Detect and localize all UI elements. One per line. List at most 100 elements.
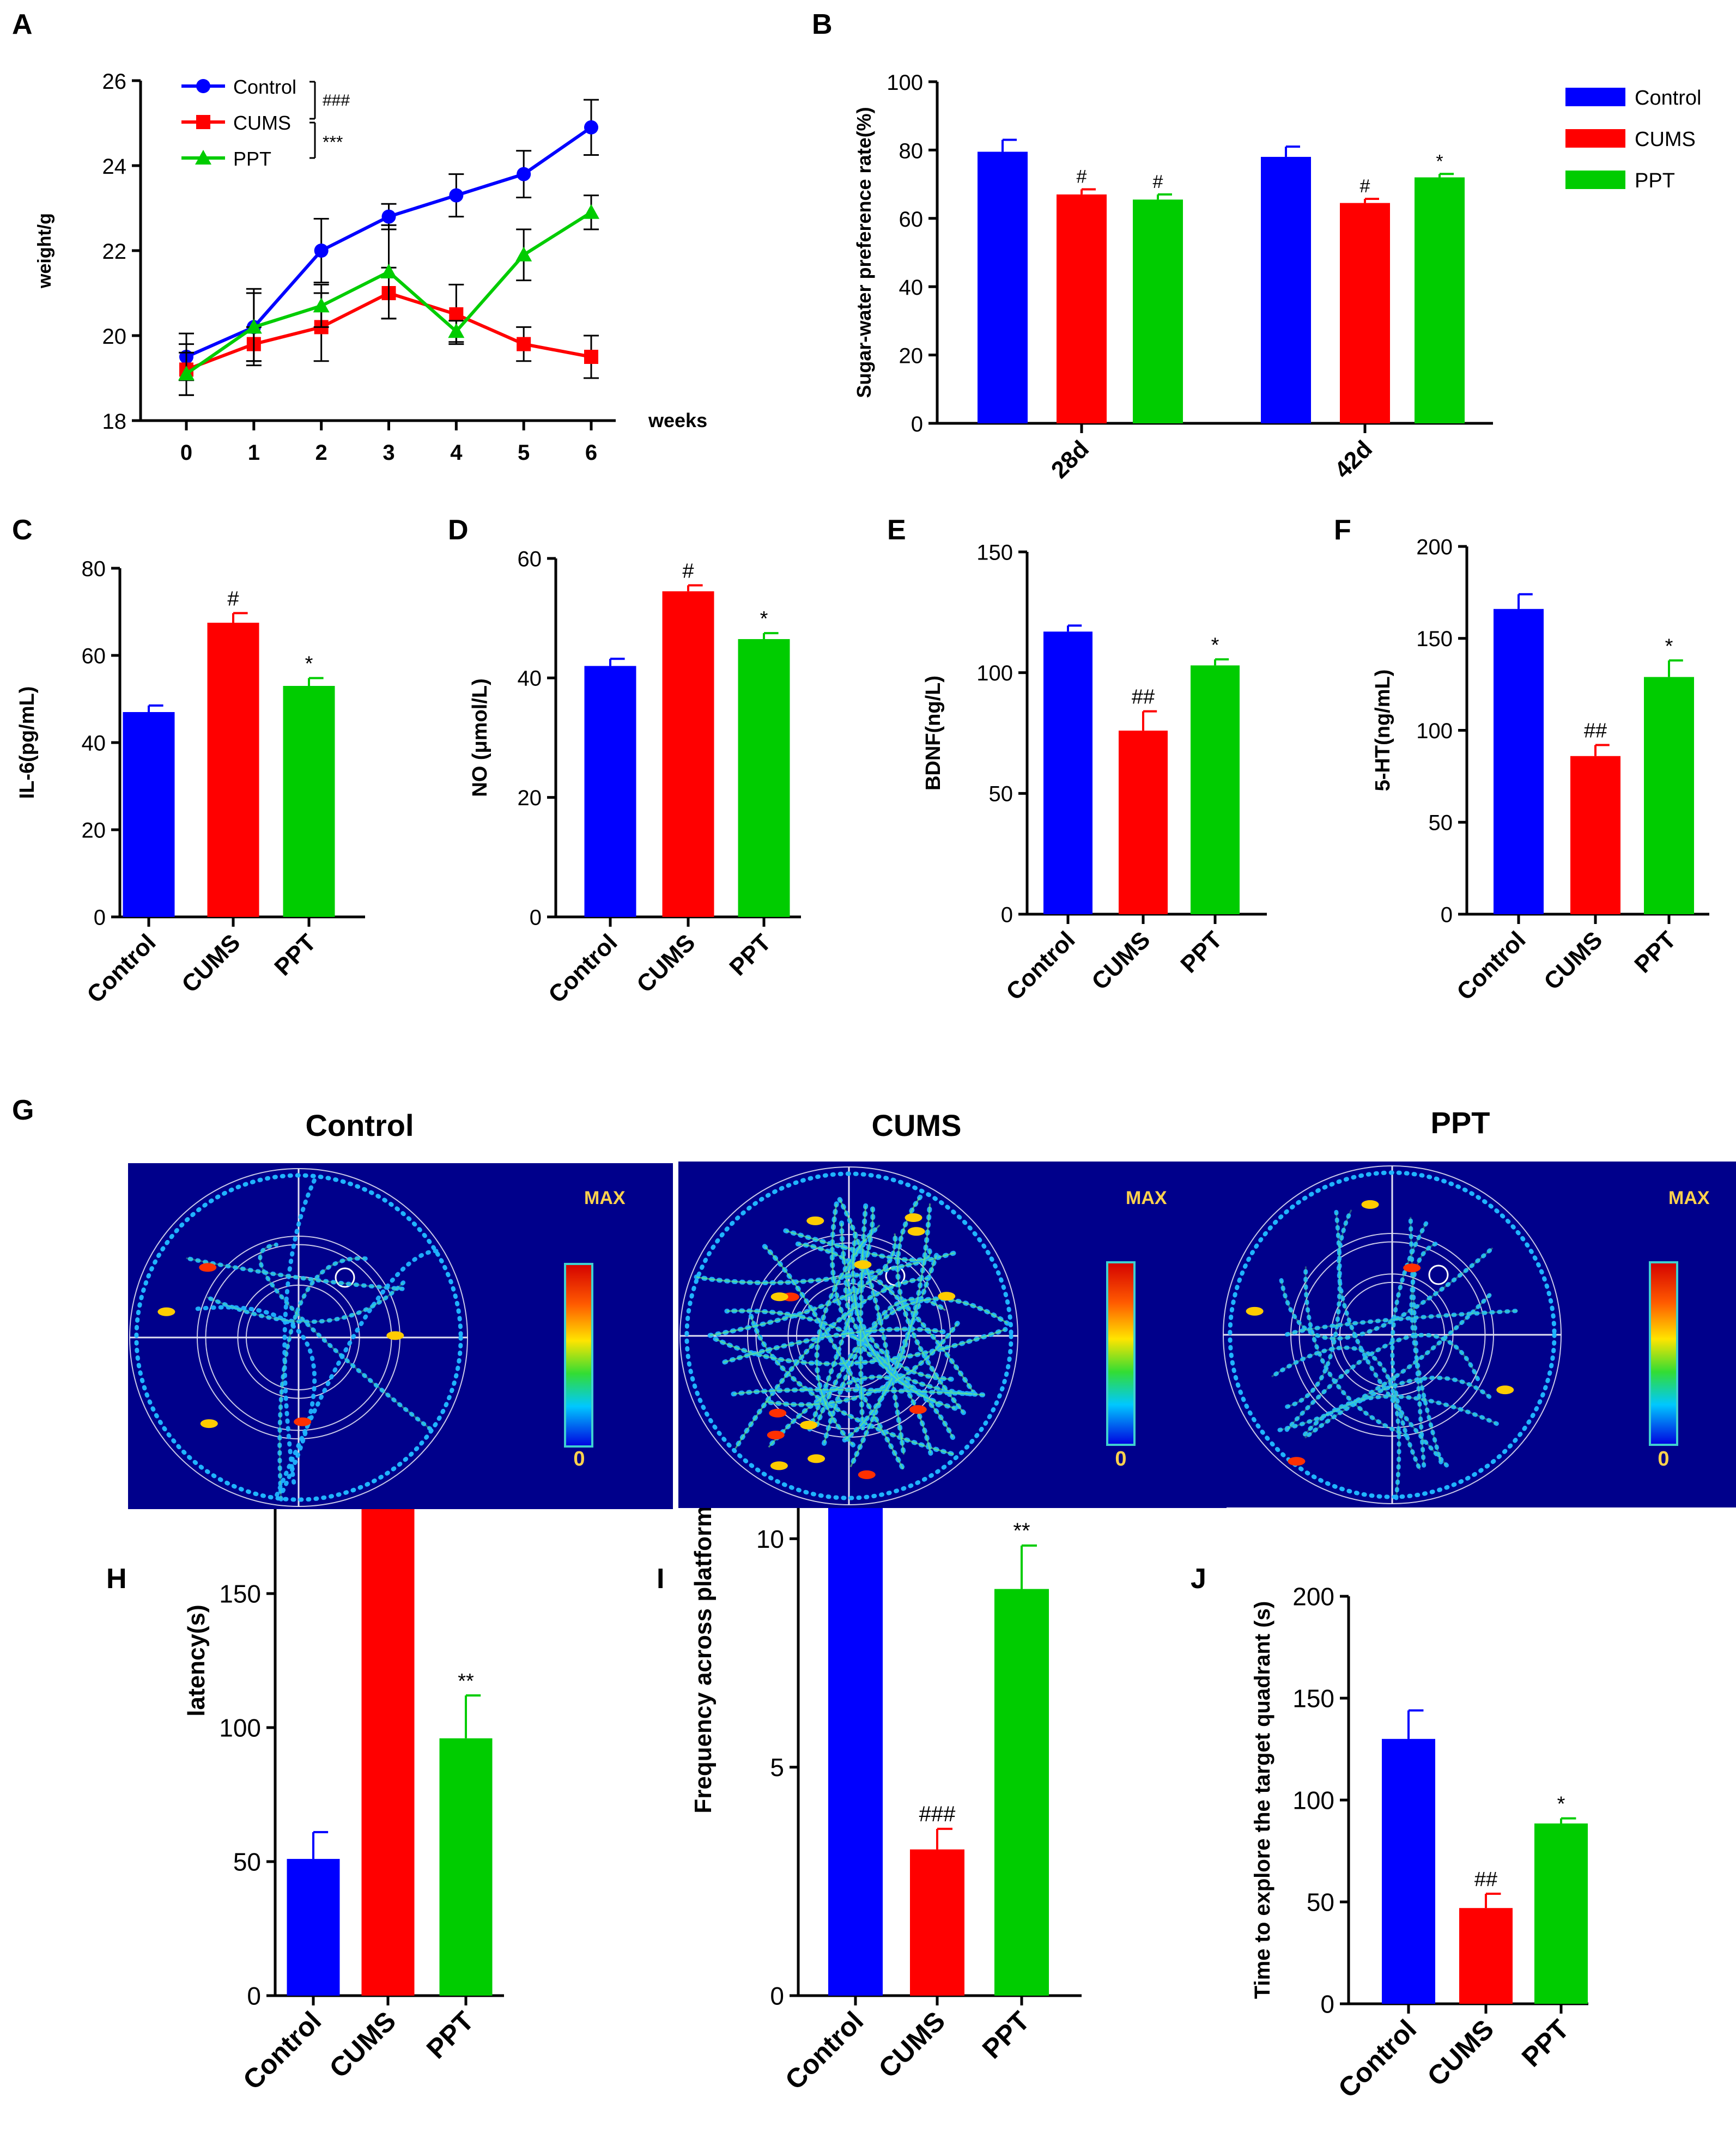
color-scale-bar (1107, 1262, 1134, 1445)
significance-mark: * (760, 607, 768, 630)
x-tick-label: CUMS (873, 2005, 951, 2084)
y-tick-label: 50 (233, 1848, 261, 1876)
y-tick-label: 0 (911, 412, 923, 436)
y-tick-label: 0 (247, 1982, 261, 2010)
bar-ppt (1644, 677, 1694, 914)
significance-mark: ## (1584, 720, 1607, 743)
data-point-control (314, 244, 329, 258)
hot-spot (294, 1418, 311, 1426)
hot-spot (909, 1405, 927, 1414)
y-axis-title: 5-HT(ng/mL) (1371, 670, 1394, 792)
significance-mark: *** (323, 132, 343, 152)
x-tick-label: 0 (180, 441, 192, 465)
x-axis-title: weeks (648, 409, 707, 431)
bar-ppt (994, 1589, 1049, 1996)
y-axis-title: latency(s) (183, 1604, 210, 1716)
panel-label-d: D (448, 514, 469, 546)
data-point-control (584, 120, 598, 135)
x-tick-label: PPT (976, 2005, 1035, 2064)
bar-control-28d (978, 152, 1028, 423)
bar-cums (1459, 1908, 1513, 2004)
data-point-ppt (313, 297, 330, 312)
y-tick-label: 50 (1429, 811, 1453, 835)
x-tick-label: PPT (1629, 926, 1681, 978)
sugar-water-bar-chart: 020406080100Sugar-water preference rate(… (853, 71, 1702, 484)
x-tick-label: CUMS (177, 929, 245, 998)
x-tick-label: Control (237, 2005, 327, 2095)
bar-control (585, 666, 636, 917)
bar-cums-42d (1340, 203, 1390, 423)
y-axis-title: weight/g (34, 213, 55, 289)
data-point-control (449, 189, 463, 203)
bar-control (1494, 609, 1544, 914)
heatmap-title-control: Control (305, 1108, 414, 1142)
legend-marker-control (196, 79, 210, 93)
y-tick-label: 0 (1441, 903, 1453, 927)
panel-label-b: B (812, 9, 833, 40)
significance-mark: * (1211, 634, 1219, 656)
bar-control (287, 1859, 340, 1996)
bar-cums (208, 623, 259, 917)
x-tick-label: PPT (724, 929, 776, 981)
panel-label-f: F (1334, 514, 1351, 546)
y-axis-title: Sugar-water preference rate(%) (853, 107, 875, 398)
swim-heatmap-control (128, 1163, 673, 1509)
y-tick-label: 10 (756, 1525, 784, 1553)
hot-spot (1496, 1385, 1514, 1394)
data-point-ppt (583, 204, 599, 219)
bar-ppt (1534, 1823, 1588, 2004)
x-tick-label: Control (543, 929, 622, 1008)
hot-spot (1246, 1307, 1264, 1316)
panel-label-j: J (1191, 1563, 1206, 1595)
bar-ppt-42d (1415, 178, 1465, 423)
panel-label-e: E (887, 514, 906, 546)
x-tick-label: CUMS (1539, 926, 1607, 995)
legend-label-cums: CUMS (233, 112, 291, 134)
hot-spot (908, 1227, 925, 1236)
no-bar-chart: 0204060NO (μmol/L)Control#CUMS*PPT (469, 547, 801, 1008)
y-tick-label: 0 (1320, 1990, 1334, 2019)
y-tick-label: 20 (518, 786, 542, 810)
x-tick-label: CUMS (632, 929, 700, 998)
y-tick-label: 0 (94, 905, 106, 929)
hot-spot (1288, 1457, 1305, 1466)
legend-label-control: Control (1635, 87, 1702, 110)
scale-max-label-control: MAX (584, 1188, 626, 1208)
legend-label-cums: CUMS (1635, 128, 1696, 151)
y-tick-label: 150 (1416, 627, 1453, 651)
scale-max-label-cums: MAX (1126, 1188, 1167, 1208)
hot-spot (806, 1217, 824, 1225)
hot-spot (1403, 1263, 1421, 1272)
significance-mark: ** (1013, 1519, 1030, 1543)
panel-label-h: H (106, 1563, 127, 1595)
significance-mark: ### (919, 1802, 956, 1826)
data-point-cums (449, 307, 463, 321)
x-tick-label: CUMS (324, 2005, 402, 2084)
legend-marker-cums (196, 115, 210, 129)
data-point-ppt (515, 247, 532, 262)
y-tick-label: 80 (899, 139, 924, 163)
heatmap-title-cums: CUMS (872, 1108, 962, 1142)
hot-spot (1362, 1200, 1379, 1209)
x-tick-label: PPT (1516, 2014, 1575, 2072)
hot-spot (808, 1454, 825, 1463)
legend-label-control: Control (233, 76, 296, 98)
x-tick-label: Control (1332, 2014, 1422, 2103)
hot-spot (157, 1308, 175, 1316)
x-tick-label: Control (82, 929, 161, 1008)
significance-mark: ### (323, 92, 350, 110)
y-axis-title: BDNF(ng/L) (922, 676, 945, 791)
x-tick-label: Control (1001, 926, 1080, 1005)
hot-spot (938, 1292, 955, 1300)
bar-cums (663, 591, 714, 917)
x-tick-label: PPT (1175, 926, 1227, 978)
bar-control (828, 1479, 883, 1996)
y-tick-label: 80 (82, 557, 106, 581)
figure: A B C D E F G H I J 18202224260 1 2 3 4 5 6wei… (0, 0, 1736, 2140)
x-tick-label: 1 (248, 441, 260, 465)
data-point-cums (517, 337, 531, 351)
y-tick-label: 50 (989, 782, 1013, 806)
y-tick-label: 20 (899, 344, 924, 368)
y-tick-label: 100 (1292, 1786, 1334, 1815)
y-tick-label: 40 (899, 276, 924, 300)
